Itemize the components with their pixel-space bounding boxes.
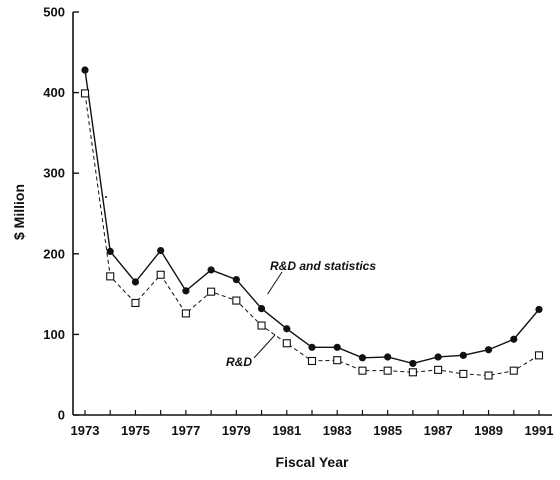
series-line-rd (84, 93, 540, 377)
x-tick-label: 1981 (272, 423, 301, 438)
data-point-rd-statistics (409, 359, 417, 368)
data-point-rd (131, 298, 140, 308)
axes (72, 12, 552, 416)
series-label-rd-statistics: R&D and statistics (270, 259, 376, 273)
x-tick-label: 1985 (373, 423, 402, 438)
y-axis-title: $ Million (11, 184, 27, 240)
data-point-rd-statistics (81, 66, 89, 74)
x-tick-label: 1991 (525, 423, 554, 438)
data-point-rd-statistics (510, 335, 518, 343)
x-tick-label: 1987 (424, 423, 453, 438)
y-tick-label: 0 (58, 408, 65, 423)
data-point-rd (459, 369, 468, 378)
data-point-rd (232, 296, 241, 305)
x-tick-label: 1973 (71, 423, 100, 438)
data-point-rd-statistics (333, 343, 341, 351)
data-point-rd (333, 356, 342, 365)
data-point-rd-statistics (207, 266, 215, 274)
data-point-rd (156, 270, 165, 279)
annotation-leader-rd (253, 334, 276, 359)
data-point-rd-statistics (182, 287, 190, 295)
x-tick-label: 1975 (121, 423, 150, 438)
x-tick-label: 1989 (474, 423, 503, 438)
series-label-rd: R&D (226, 355, 252, 369)
data-point-rd (106, 272, 115, 281)
x-tick-label: 1977 (171, 423, 200, 438)
stray-mark (105, 196, 107, 198)
data-point-rd (282, 339, 291, 348)
data-point-rd-statistics (157, 246, 165, 255)
x-axis-ticks: 1973 1975 1977 1979 1981 1983 1985 1987 1989 1991 (71, 410, 554, 438)
data-point-rd (408, 368, 417, 377)
y-tick-label: 100 (43, 327, 65, 342)
data-point-rd-statistics (434, 353, 442, 361)
series-annotations: R&D and statistics R&D (226, 259, 376, 369)
data-point-rd-statistics (257, 305, 266, 313)
y-axis-ticks: 0 100 200 300 400 500 (43, 5, 79, 423)
data-point-rd-statistics (384, 353, 392, 361)
series-markers (80, 66, 544, 380)
data-point-rd (358, 366, 367, 375)
annotation-leader-rd-statistics (267, 271, 283, 295)
data-point-rd-statistics (232, 275, 240, 284)
data-point-rd-statistics (308, 343, 316, 351)
data-point-rd (383, 366, 392, 375)
data-point-rd-statistics (131, 278, 140, 286)
data-point-rd (80, 89, 90, 98)
x-tick-label: 1979 (222, 423, 251, 438)
data-point-rd (207, 287, 216, 296)
data-point-rd (509, 366, 518, 375)
y-tick-label: 400 (43, 85, 65, 100)
data-point-rd (181, 309, 190, 318)
data-point-rd-statistics (484, 346, 493, 354)
series-line-rd-statistics (84, 69, 540, 365)
data-point-rd (434, 365, 443, 374)
data-point-rd-statistics (535, 305, 543, 314)
data-point-rd-statistics (106, 247, 114, 255)
data-point-rd-statistics (283, 325, 291, 333)
y-tick-label: 500 (43, 5, 65, 20)
data-point-rd (484, 371, 493, 380)
data-point-rd (307, 356, 317, 366)
data-point-rd (534, 351, 544, 360)
x-axis-title: Fiscal Year (276, 454, 349, 470)
y-tick-label: 300 (43, 166, 65, 181)
data-point-rd-statistics (459, 351, 467, 359)
series-lines (84, 69, 540, 377)
data-point-rd-statistics (358, 354, 367, 362)
x-tick-label: 1983 (323, 423, 352, 438)
y-tick-label: 200 (43, 246, 65, 261)
data-point-rd (257, 321, 266, 330)
